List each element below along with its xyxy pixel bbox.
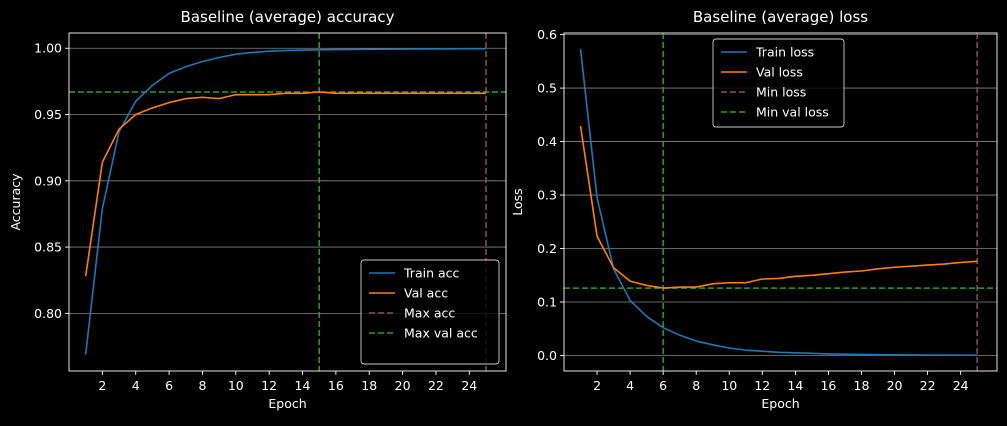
x-axis-label: Epoch (761, 396, 799, 411)
x-tick-label: 4 (132, 378, 140, 393)
legend-label: Max val acc (404, 326, 478, 341)
x-tick-label: 24 (953, 378, 969, 393)
y-tick-label: 1.00 (34, 41, 62, 56)
x-tick-label: 6 (659, 378, 667, 393)
chart-title: Baseline (average) loss (693, 8, 868, 26)
x-tick-label: 8 (198, 378, 206, 393)
y-tick-label: 0.80 (34, 306, 62, 321)
x-tick-label: 18 (854, 378, 870, 393)
legend-label: Max acc (404, 306, 455, 321)
x-tick-label: 10 (228, 378, 244, 393)
y-tick-label: 0.0 (537, 348, 557, 363)
x-tick-label: 10 (721, 378, 737, 393)
x-tick-label: 22 (428, 378, 444, 393)
x-tick-label: 6 (165, 378, 173, 393)
chart-title: Baseline (average) accuracy (181, 8, 395, 26)
x-tick-label: 4 (626, 378, 634, 393)
x-tick-label: 20 (395, 378, 411, 393)
legend-label: Min loss (756, 85, 806, 100)
x-tick-label: 2 (98, 378, 106, 393)
y-tick-label: 0.1 (537, 295, 557, 310)
y-tick-label: 0.2 (537, 241, 557, 256)
legend-label: Train acc (403, 266, 459, 281)
y-tick-label: 0.90 (34, 173, 62, 188)
x-tick-label: 20 (887, 378, 903, 393)
y-axis-label: Loss (510, 188, 525, 215)
y-tick-label: 0.95 (34, 107, 62, 122)
x-tick-label: 12 (261, 378, 277, 393)
legend-label: Val loss (756, 65, 803, 80)
x-tick-label: 16 (328, 378, 344, 393)
y-tick-label: 0.85 (34, 240, 62, 255)
legend: Train loss Val loss Min loss Min val loss (712, 38, 845, 128)
axes-frame (68, 32, 507, 372)
x-tick-label: 14 (295, 378, 311, 393)
x-tick-label: 2 (593, 378, 601, 393)
legend: Train acc Val acc Max acc Max val acc (360, 259, 500, 365)
x-tick-label: 8 (692, 378, 700, 393)
x-tick-label: 24 (461, 378, 477, 393)
x-tick-label: 22 (920, 378, 936, 393)
x-tick-label: 12 (754, 378, 770, 393)
y-tick-label: 0.5 (537, 81, 557, 96)
y-axis-label: Accuracy (8, 173, 23, 231)
legend-label: Min val loss (756, 105, 829, 120)
axes-frame (563, 32, 998, 372)
legend-box (360, 259, 500, 365)
y-tick-label: 0.6 (537, 27, 557, 42)
legend-label: Train loss (755, 45, 814, 60)
legend-label: Val acc (404, 286, 448, 301)
y-tick-label: 0.4 (537, 134, 557, 149)
y-tick-label: 0.3 (537, 188, 557, 203)
x-axis-label: Epoch (268, 396, 306, 411)
chart-panel-2: 2 4 6 8 10 12 14 16 18 20 22 240.00.10.20.30.40.50.… (510, 8, 998, 411)
x-tick-label: 16 (820, 378, 836, 393)
legend-box (712, 38, 845, 128)
x-tick-label: 18 (361, 378, 377, 393)
chart-panel-1: 2 4 6 8 10 12 14 16 18 20 22 240.800.850.900.951.00… (8, 8, 507, 411)
x-tick-label: 14 (787, 378, 803, 393)
